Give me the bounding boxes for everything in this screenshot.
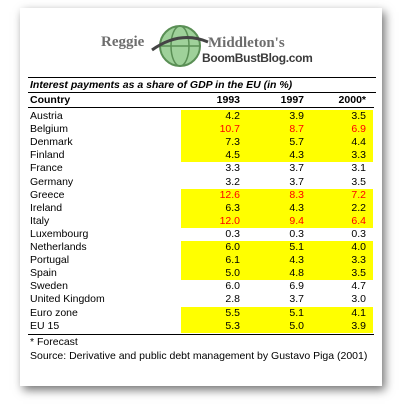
value-cell: 5.5 (225, 306, 240, 319)
value-cell: 5.1 (289, 306, 304, 319)
highlight-band (181, 149, 373, 163)
country-cell: Portugal (30, 254, 70, 267)
value-cell: 3.3 (351, 149, 366, 162)
value-cell: 0.3 (225, 227, 240, 240)
value-cell: 6.0 (225, 241, 240, 253)
column-header: 1997 (280, 94, 304, 106)
value-cell: 2.8 (225, 293, 240, 306)
logo-globe (151, 25, 209, 67)
country-cell: Greece (30, 188, 65, 201)
logo-right: Middleton's (208, 35, 285, 51)
highlight-band (181, 241, 373, 254)
highlight-band (181, 201, 373, 215)
value-cell: 5.7 (289, 136, 304, 149)
value-cell: 3.7 (289, 162, 304, 175)
country-cell: Austria (30, 110, 63, 122)
value-cell: 3.1 (351, 162, 366, 175)
value-cell: 5.1 (289, 241, 304, 253)
logo-site: BoomBustBlog.com (202, 51, 313, 65)
value-cell: 3.9 (289, 110, 304, 122)
value-cell: 5.0 (289, 319, 304, 332)
value-cell: 4.3 (289, 149, 304, 162)
country-cell: Italy (30, 214, 50, 227)
country-cell: Euro zone (30, 306, 78, 319)
value-cell: 6.1 (225, 254, 240, 267)
column-header: 2000* (338, 94, 366, 106)
column-header: 1993 (216, 94, 240, 106)
value-cell: 3.0 (351, 293, 366, 306)
highlight-band (181, 214, 373, 228)
value-cell: 6.0 (225, 280, 240, 293)
value-cell: 4.8 (289, 267, 304, 280)
value-cell: 4.7 (351, 280, 366, 293)
header-rule (28, 107, 374, 108)
country-cell: France (30, 162, 63, 175)
highlight-band (181, 254, 373, 268)
value-cell: 3.5 (351, 110, 366, 122)
value-cell: 5.0 (225, 267, 240, 280)
country-cell: Belgium (30, 123, 68, 136)
footnote: * Forecast (30, 335, 78, 348)
value-cell: 10.7 (219, 123, 240, 136)
country-cell: United Kingdom (30, 293, 105, 306)
country-cell: Netherlands (30, 241, 87, 253)
country-cell: Denmark (30, 136, 73, 149)
value-cell: 4.0 (351, 241, 366, 253)
value-cell: 7.2 (351, 188, 366, 201)
value-cell: 3.5 (351, 175, 366, 188)
value-cell: 4.3 (289, 201, 304, 214)
value-cell: 5.3 (225, 319, 240, 332)
value-cell: 6.3 (225, 201, 240, 214)
value-cell: 4.2 (225, 110, 240, 122)
highlight-band (181, 306, 373, 320)
value-cell: 3.2 (225, 175, 240, 188)
value-cell: 7.3 (225, 136, 240, 149)
value-cell: 3.3 (225, 162, 240, 175)
value-cell: 6.9 (289, 280, 304, 293)
country-cell: Ireland (30, 201, 63, 214)
highlight-band (181, 110, 373, 123)
value-cell: 4.3 (289, 254, 304, 267)
value-cell: 6.9 (351, 123, 366, 136)
country-cell: Finland (30, 149, 65, 162)
value-cell: 4.4 (351, 136, 366, 149)
table: Interest payments as a share of GDP in t… (28, 77, 376, 377)
value-cell: 9.4 (289, 214, 304, 227)
logo-left: Reggie (101, 34, 145, 50)
value-cell: 0.3 (289, 227, 304, 240)
value-cell: 12.6 (219, 188, 240, 201)
value-cell: 3.3 (351, 254, 366, 267)
table-rule (28, 333, 374, 335)
value-cell: 3.5 (351, 267, 366, 280)
value-cell: 2.2 (351, 201, 366, 214)
country-cell: EU 15 (30, 319, 60, 332)
value-cell: 8.7 (289, 123, 304, 136)
value-cell: 3.7 (289, 175, 304, 188)
value-cell: 3.7 (289, 293, 304, 306)
country-cell: Germany (30, 175, 74, 188)
value-cell: 8.3 (289, 188, 304, 201)
country-cell: Sweden (30, 280, 68, 293)
value-cell: 4.1 (351, 306, 366, 319)
highlight-band (181, 123, 373, 137)
highlight-band (181, 188, 373, 202)
highlight-band (181, 319, 373, 333)
value-cell: 6.4 (351, 214, 366, 227)
country-cell: Spain (30, 267, 57, 280)
value-cell: 12.0 (219, 214, 240, 227)
highlight-band (181, 267, 373, 281)
table-title: Interest payments as a share of GDP in t… (28, 77, 376, 93)
footnote: Source: Derivative and public debt manag… (30, 349, 368, 362)
column-header: Country (30, 94, 71, 106)
highlight-band (181, 136, 373, 150)
country-cell: Luxembourg (30, 227, 89, 240)
value-cell: 4.5 (225, 149, 240, 162)
value-cell: 3.9 (351, 319, 366, 332)
value-cell: 0.3 (351, 227, 366, 240)
